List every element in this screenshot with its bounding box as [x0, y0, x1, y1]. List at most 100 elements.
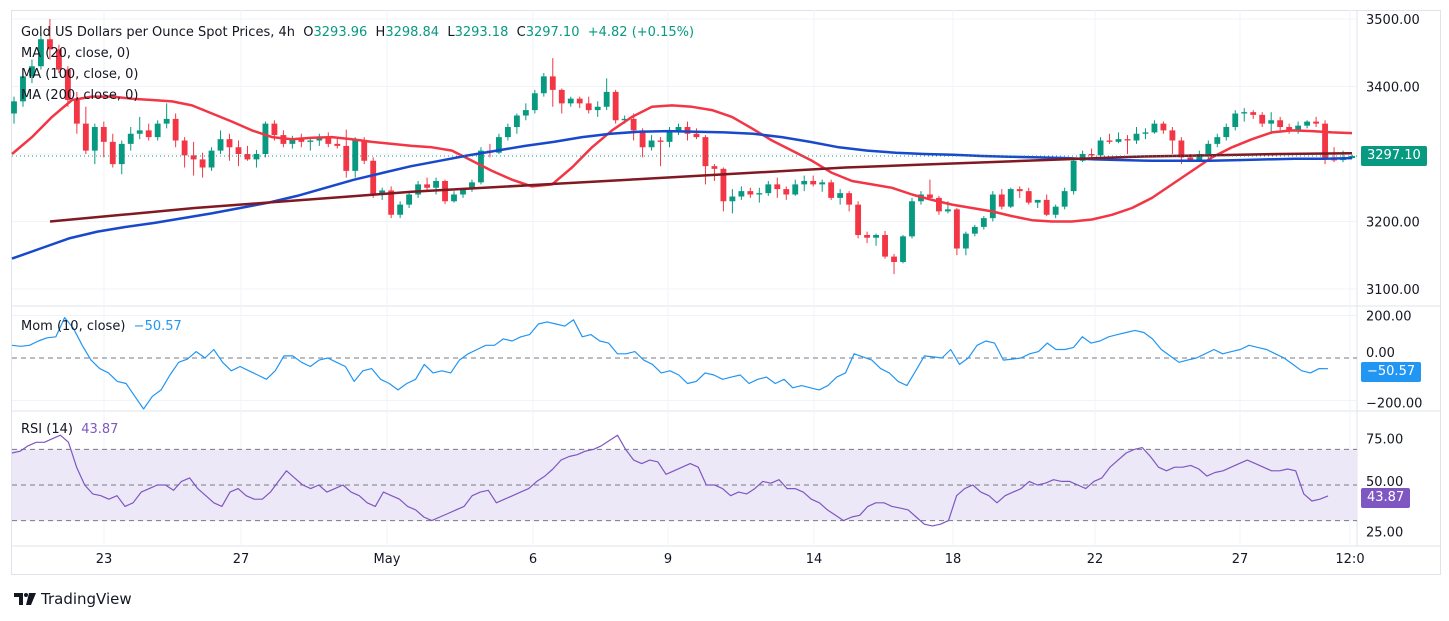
logo-text: TradingView	[41, 590, 132, 608]
candle-up	[460, 189, 466, 195]
time-tick-label: 23	[96, 552, 113, 567]
candle-down	[325, 136, 332, 144]
time-tick-label: 9	[664, 552, 672, 567]
candle-up	[163, 118, 170, 124]
ma20-line	[11, 95, 1353, 223]
candle-up	[603, 91, 610, 107]
candle-down	[1169, 130, 1176, 141]
candle-up	[962, 233, 969, 249]
candle-up	[1034, 199, 1041, 203]
candle-down	[702, 137, 709, 167]
candle-up	[253, 154, 260, 160]
time-tick-label: 27	[1232, 552, 1249, 567]
candle-up	[1151, 123, 1158, 133]
candle-down	[953, 209, 960, 249]
candle-down	[388, 190, 395, 215]
candle-up	[729, 196, 736, 202]
candles-group	[11, 19, 1355, 275]
rsi-legend[interactable]: RSI (14) 43.87	[21, 421, 118, 438]
price-tick-label: 3400.00	[1366, 81, 1420, 96]
time-tick-label: 18	[945, 552, 962, 567]
time-tick-label: 27	[233, 552, 250, 567]
candle-up	[513, 115, 520, 127]
candle-up	[1295, 125, 1302, 131]
candle-down	[711, 166, 718, 169]
low-value: 3293.18	[454, 25, 509, 40]
candle-up	[971, 226, 978, 234]
mom-tick-label: 0.00	[1366, 346, 1395, 361]
mom-tick-label: −200.00	[1366, 397, 1422, 412]
candle-down	[1187, 157, 1194, 161]
candle-down	[810, 181, 817, 185]
tradingview-logo[interactable]: TradingView	[14, 590, 132, 608]
candle-up	[1070, 160, 1077, 192]
ma200-legend[interactable]: MA (200, close, 0)	[21, 88, 139, 103]
symbol-title: Gold US Dollars per Ounce Spot Prices, 4…	[21, 25, 295, 40]
candle-down	[549, 76, 556, 90]
mom-label: Mom (10, close)	[21, 319, 126, 334]
close-value: 3297.10	[525, 25, 580, 40]
candle-down	[47, 39, 53, 50]
candle-down	[1277, 120, 1284, 127]
time-tick-label: 14	[806, 552, 823, 567]
candle-up	[1223, 127, 1230, 138]
candle-up	[621, 118, 628, 121]
candle-up	[1304, 121, 1311, 126]
chart-frame	[11, 10, 1441, 575]
candle-up	[1142, 132, 1149, 134]
ma20-legend[interactable]: MA (20, close, 0)	[21, 46, 131, 61]
candle-down	[864, 235, 871, 238]
candle-down	[1259, 114, 1266, 124]
candle-up	[289, 138, 296, 144]
candle-up	[136, 130, 143, 134]
candle-up	[909, 201, 915, 237]
candle-up	[900, 236, 906, 262]
candle-down	[612, 91, 619, 121]
candle-up	[1268, 120, 1275, 124]
candle-up	[738, 191, 745, 197]
candle-down	[1088, 154, 1095, 156]
candle-down	[1124, 139, 1131, 141]
candle-up	[1097, 140, 1104, 156]
candle-up	[944, 209, 951, 212]
candle-down	[82, 123, 89, 151]
rsi-last-tag: 43.87	[1361, 488, 1411, 508]
candle-down	[199, 159, 206, 168]
mom-value: −50.57	[133, 319, 182, 334]
candle-down	[927, 194, 933, 198]
candle-up	[594, 106, 601, 111]
candle-down	[855, 204, 862, 235]
ma200-line	[49, 152, 1353, 223]
candle-up	[1241, 112, 1248, 114]
candle-down	[585, 103, 592, 111]
candle-down	[1016, 189, 1023, 192]
candle-up	[648, 140, 655, 148]
candle-up	[540, 76, 547, 94]
candle-down	[1322, 123, 1328, 160]
candle-up	[1052, 206, 1059, 215]
candle-down	[1286, 127, 1293, 131]
candle-down	[998, 194, 1005, 207]
candle-up	[352, 140, 359, 171]
low-label: L	[447, 25, 455, 40]
symbol-legend: Gold US Dollars per Ounce Spot Prices, 4…	[21, 24, 694, 41]
candle-up	[415, 184, 422, 195]
ma100-legend[interactable]: MA (100, close, 0)	[21, 67, 139, 82]
mom-legend[interactable]: Mom (10, close) −50.57	[21, 318, 182, 335]
candle-down	[882, 235, 888, 257]
candle-up	[792, 184, 799, 195]
candle-up	[307, 140, 314, 142]
rsi-tick-label: 75.00	[1366, 433, 1403, 448]
candle-down	[190, 155, 197, 160]
last-price-tag: 3297.10	[1361, 146, 1427, 166]
candle-up	[262, 123, 269, 154]
open-value: 3293.96	[313, 25, 368, 40]
candle-down	[783, 189, 790, 195]
candle-up	[1133, 133, 1140, 141]
candle-up	[469, 182, 475, 190]
candle-up	[756, 193, 763, 195]
candle-up	[1115, 139, 1122, 142]
candle-down	[235, 147, 242, 154]
candle-up	[29, 66, 35, 77]
